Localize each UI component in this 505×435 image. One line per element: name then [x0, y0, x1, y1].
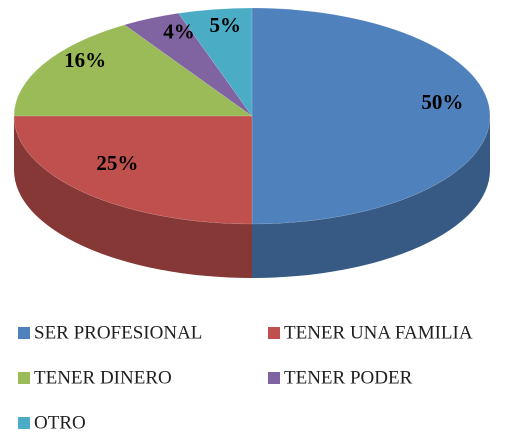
legend-label: TENER PODER [284, 367, 413, 388]
value-label: 5% [209, 13, 241, 37]
value-label: 50% [421, 90, 463, 114]
legend-swatch [18, 417, 30, 429]
slice-side [252, 116, 490, 278]
legend-swatch [268, 372, 280, 384]
legend-label: SER PROFESIONAL [34, 322, 202, 343]
legend-label: TENER DINERO [34, 367, 172, 388]
value-label: 4% [163, 19, 195, 43]
legend-label: OTRO [34, 412, 86, 433]
legend-swatch [268, 327, 280, 339]
slice [123, 13, 253, 117]
value-label: 16% [64, 48, 106, 72]
slice-side [14, 116, 252, 278]
value-label: 25% [96, 151, 138, 175]
slice [13, 24, 253, 117]
legend-swatch [18, 372, 30, 384]
legend-label: TENER UNA FAMILIA [284, 322, 473, 343]
slice [251, 7, 491, 225]
legend-swatch [18, 327, 30, 339]
slice [178, 7, 253, 117]
slice [13, 115, 253, 225]
